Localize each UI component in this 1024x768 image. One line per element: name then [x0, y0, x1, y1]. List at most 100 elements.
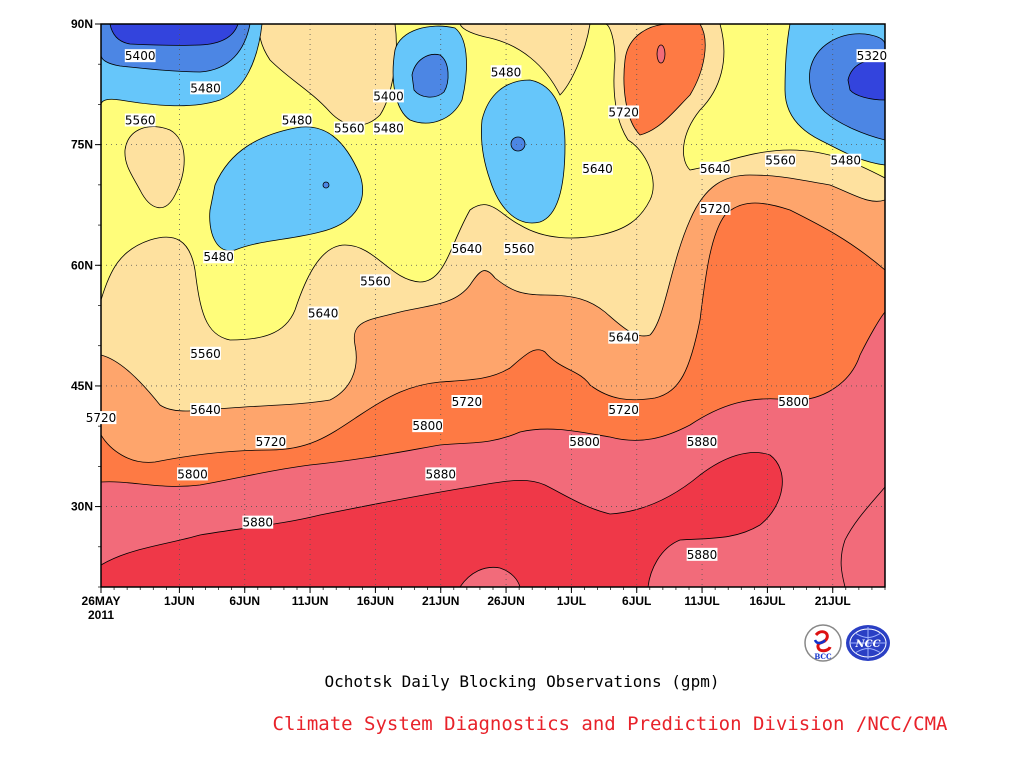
grid-lines	[101, 24, 885, 587]
contour-label-5640: 5640	[307, 306, 339, 321]
contour-label-text: 5560	[125, 114, 156, 128]
contour-label-5800: 5800	[177, 467, 208, 481]
contour-label-text: 5640	[700, 162, 731, 176]
contour-label-5880: 5880	[686, 435, 718, 449]
svg-text:BCC: BCC	[814, 652, 832, 661]
contour-label-5800: 5800	[778, 395, 809, 409]
band-below-5400-b	[847, 59, 885, 101]
contour-label-5800: 5800	[569, 435, 600, 449]
y-tick-label: 60N	[71, 258, 93, 272]
contour-label-text: 5640	[308, 307, 339, 321]
contour-label-bg	[124, 49, 156, 63]
svg-text:NCC: NCC	[854, 639, 880, 650]
contour-label-5480: 5480	[830, 153, 862, 168]
contour-label-bg	[190, 346, 221, 360]
contour-label-text: 5560	[504, 242, 535, 256]
contour-label-bg	[582, 161, 613, 175]
contour-label-5720: 5720	[255, 435, 287, 449]
contour-label-bg	[686, 435, 718, 449]
contour-label-text: 5640	[452, 242, 483, 256]
core-26jun	[510, 136, 526, 152]
contour-label-text: 5560	[360, 274, 391, 288]
island-5640-a	[124, 126, 185, 208]
contour-label-5320: 5320	[856, 49, 888, 63]
x-tick-label: 6JUL	[622, 594, 651, 608]
contour-label-bg	[190, 403, 221, 417]
x-tick-label: 16JUN	[357, 594, 394, 608]
contour-label-text: 5480	[373, 122, 404, 136]
contour-label-bg	[412, 419, 444, 433]
contour-label-5640: 5640	[190, 403, 221, 417]
contour-label-bg	[451, 395, 483, 409]
contour-label-text: 5640	[190, 403, 221, 417]
contour-label-text: 5720	[452, 395, 483, 409]
contour-label-text: 5880	[243, 516, 274, 530]
contour-label-bg	[830, 153, 862, 167]
contour-label-text: 5320	[857, 49, 888, 63]
y-axis: 30N 45N 60N 75N 90N	[71, 17, 101, 588]
contour-label-text: 5880	[687, 548, 718, 562]
x-tick-label: 21JUN	[422, 594, 459, 608]
contour-label-bg	[699, 201, 731, 215]
contour-label-5560: 5560	[503, 242, 535, 256]
contour-label-bg	[425, 467, 457, 481]
x-tick-label: 16JUL	[749, 594, 785, 608]
contour-label-bg	[699, 161, 731, 175]
x-year-label: 2011	[88, 608, 114, 622]
y-tick-label: 75N	[71, 138, 93, 152]
contour-label-bg	[778, 395, 809, 409]
contour-label-text: 5400	[125, 49, 156, 63]
contour-label-5560: 5560	[124, 113, 156, 128]
contour-label-5400: 5400	[124, 49, 156, 63]
contour-label-5640: 5640	[699, 161, 731, 176]
contour-label-5720: 5720	[451, 395, 483, 409]
contour-label-bg	[203, 250, 234, 264]
contour-label-bg	[373, 121, 404, 135]
contour-label-5640: 5640	[451, 242, 483, 256]
contour-label-text: 5480	[190, 81, 221, 95]
y-tick-label: 30N	[71, 500, 93, 514]
contour-label-text: 5400	[373, 89, 404, 103]
contour-label-text: 5560	[334, 122, 365, 136]
x-tick-label: 6JUN	[229, 594, 260, 608]
contour-label-text: 5480	[831, 154, 862, 168]
credit-line: Climate System Diagnostics and Predictio…	[272, 713, 948, 735]
bcc-logo: BCC	[804, 624, 842, 662]
contour-label-text: 5800	[778, 395, 809, 409]
contour-label-text: 5480	[203, 250, 234, 264]
contour-label-bg	[490, 65, 522, 79]
contour-label-text: 5640	[582, 162, 613, 176]
band-5480-5560-d	[481, 79, 566, 224]
x-tick-label: 11JUN	[292, 594, 329, 608]
contour-label-text: 5800	[177, 467, 208, 481]
contour-label-5560: 5560	[360, 274, 391, 288]
contour-label-bg	[307, 306, 339, 320]
contour-label-bg	[765, 153, 796, 167]
contour-label-bg	[85, 411, 117, 425]
contour-label-5480: 5480	[190, 81, 221, 95]
contour-label-text: 5640	[608, 331, 639, 345]
x-tick-label: 26JUN	[487, 594, 524, 608]
contour-label-5480: 5480	[281, 113, 313, 128]
contour-label-bg	[503, 242, 535, 256]
contour-label-bg	[242, 515, 274, 529]
contour-label-5800: 5800	[412, 419, 444, 433]
contour-label-text: 5560	[765, 154, 796, 168]
contour-label-5880: 5880	[686, 547, 718, 562]
contour-label-5720: 5720	[608, 403, 640, 417]
x-tick-label: 26MAY	[82, 594, 121, 608]
x-axis: 26MAY 1JUN 6JUN 11JUN 16JUN 21JUN 26JUN 1JUL 6JU…	[82, 587, 886, 622]
contour-label-text: 5720	[256, 435, 287, 449]
contour-label-bg	[190, 81, 221, 95]
contour-label-text: 5720	[608, 105, 639, 119]
contour-label-5640: 5640	[582, 161, 613, 176]
x-tick-label: 11JUL	[684, 594, 719, 608]
contour-label-bg	[569, 435, 600, 449]
y-tick-label: 90N	[71, 17, 93, 31]
contour-label-5480: 5480	[203, 250, 234, 264]
contour-label-bg	[333, 121, 365, 135]
contour-labels: 5400 5480 5560 5480 5560 5400 5480 5480 5720 5640…	[85, 49, 888, 562]
contour-label-text: 5880	[687, 435, 718, 449]
contour-label-bg	[124, 113, 156, 127]
contour-label-5480: 5480	[373, 121, 404, 136]
